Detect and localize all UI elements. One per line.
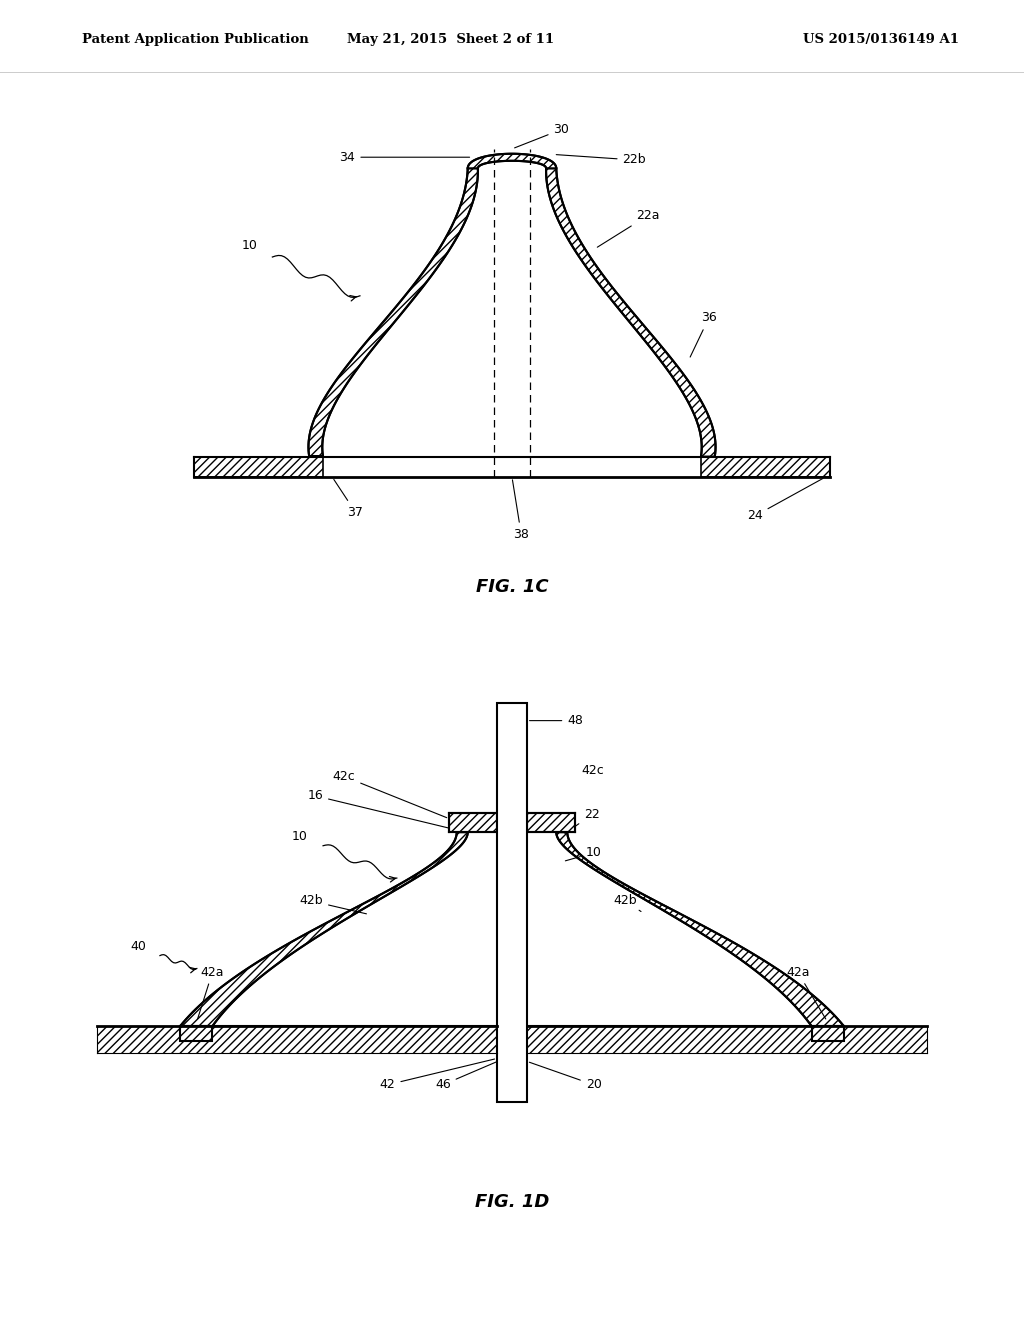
- Text: Patent Application Publication: Patent Application Publication: [82, 33, 308, 46]
- Text: 42a: 42a: [786, 965, 825, 1019]
- Polygon shape: [700, 457, 829, 477]
- Text: US 2015/0136149 A1: US 2015/0136149 A1: [803, 33, 958, 46]
- Polygon shape: [180, 1026, 213, 1040]
- Text: 20: 20: [529, 1063, 602, 1092]
- Text: 30: 30: [515, 123, 569, 148]
- Text: 10: 10: [292, 830, 308, 843]
- Polygon shape: [195, 457, 324, 477]
- Text: 10: 10: [565, 846, 602, 861]
- Text: 22b: 22b: [556, 153, 646, 166]
- Text: 38: 38: [512, 480, 529, 541]
- Text: 42b: 42b: [299, 895, 367, 913]
- Bar: [498, 704, 526, 1102]
- Polygon shape: [556, 832, 844, 1026]
- Text: 10: 10: [242, 239, 257, 252]
- Polygon shape: [546, 168, 716, 457]
- Text: 22a: 22a: [597, 209, 659, 247]
- Polygon shape: [180, 832, 468, 1026]
- Text: 46: 46: [435, 1060, 502, 1092]
- Polygon shape: [526, 813, 574, 832]
- Text: FIG. 1C: FIG. 1C: [476, 578, 548, 595]
- Text: 42c: 42c: [333, 770, 446, 817]
- Text: May 21, 2015  Sheet 2 of 11: May 21, 2015 Sheet 2 of 11: [347, 33, 554, 46]
- Text: 42c: 42c: [582, 764, 604, 777]
- Text: 37: 37: [334, 479, 364, 519]
- Polygon shape: [811, 1026, 844, 1040]
- Polygon shape: [468, 153, 556, 168]
- Text: 42a: 42a: [198, 965, 224, 1019]
- Text: 42b: 42b: [613, 895, 641, 912]
- Text: 22: 22: [565, 808, 600, 833]
- Polygon shape: [97, 1026, 498, 1052]
- Text: 48: 48: [529, 714, 584, 727]
- Text: 34: 34: [340, 150, 470, 164]
- Text: 40: 40: [131, 940, 146, 953]
- Text: 16: 16: [307, 789, 452, 829]
- Polygon shape: [526, 1026, 927, 1052]
- Text: 36: 36: [690, 312, 717, 358]
- Polygon shape: [450, 813, 498, 832]
- Polygon shape: [308, 168, 478, 457]
- Text: 24: 24: [748, 478, 823, 523]
- Text: FIG. 1D: FIG. 1D: [475, 1193, 549, 1212]
- Text: 42: 42: [380, 1059, 495, 1092]
